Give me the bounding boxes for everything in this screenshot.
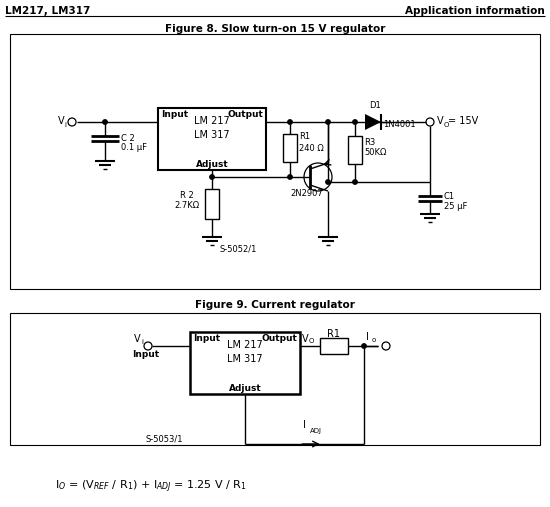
Text: = 15V: = 15V (448, 116, 478, 126)
Text: O: O (444, 122, 449, 128)
Text: R3: R3 (364, 138, 375, 147)
Text: 2.7KΩ: 2.7KΩ (174, 201, 199, 210)
Bar (158, 108, 266, 170)
Bar (190, 332, 300, 394)
Text: O: O (309, 338, 315, 344)
Text: o: o (372, 337, 376, 343)
Text: Application information: Application information (405, 6, 545, 16)
Text: Adjust: Adjust (196, 160, 228, 169)
Text: R1: R1 (327, 329, 340, 339)
Text: V: V (302, 334, 309, 344)
Text: ADJ: ADJ (310, 428, 322, 434)
Text: 240 Ω: 240 Ω (299, 144, 324, 153)
Bar (10, 34, 540, 289)
Text: Input: Input (132, 350, 159, 359)
Text: Adjust: Adjust (229, 384, 261, 393)
Circle shape (288, 120, 292, 124)
Text: C1: C1 (444, 192, 455, 201)
Text: Figure 8. Slow turn-on 15 V regulator: Figure 8. Slow turn-on 15 V regulator (165, 24, 385, 34)
Circle shape (288, 175, 292, 179)
Text: i: i (64, 122, 66, 128)
Text: Output: Output (261, 334, 297, 343)
Circle shape (353, 180, 357, 184)
Bar (320, 338, 348, 354)
Circle shape (353, 120, 357, 124)
Circle shape (326, 180, 330, 184)
Circle shape (326, 120, 330, 124)
Text: V: V (58, 116, 65, 126)
Text: S-5053/1: S-5053/1 (145, 434, 183, 443)
Text: Input: Input (193, 334, 220, 343)
Text: C 2: C 2 (121, 134, 135, 143)
Text: Figure 9. Current regulator: Figure 9. Current regulator (195, 300, 355, 310)
Text: D1: D1 (369, 101, 381, 110)
Text: Input: Input (161, 110, 188, 119)
Circle shape (362, 344, 366, 348)
Bar (10, 313, 540, 445)
Text: 2N2907: 2N2907 (290, 189, 323, 198)
Circle shape (103, 120, 107, 124)
Text: R1: R1 (299, 132, 310, 141)
Text: LM 317: LM 317 (194, 130, 230, 140)
Text: 25 μF: 25 μF (444, 202, 468, 211)
Text: 50KΩ: 50KΩ (364, 148, 386, 157)
Text: i: i (141, 339, 143, 345)
Text: LM217, LM317: LM217, LM317 (5, 6, 90, 16)
Text: 1N4001: 1N4001 (383, 120, 416, 129)
Text: I: I (302, 420, 305, 430)
Circle shape (210, 175, 214, 179)
Text: S-5052/1: S-5052/1 (220, 245, 257, 254)
Text: LM 217: LM 217 (227, 340, 263, 350)
Text: V: V (437, 116, 444, 126)
Text: LM 217: LM 217 (194, 116, 230, 126)
Text: 0.1 μF: 0.1 μF (121, 143, 147, 152)
Bar (348, 136, 362, 164)
Text: R 2: R 2 (180, 191, 194, 200)
Bar (283, 134, 297, 162)
Text: LM 317: LM 317 (227, 354, 263, 364)
Text: Output: Output (227, 110, 263, 119)
Text: V: V (134, 334, 141, 344)
Text: I$_O$ = (V$_{REF}$ / R$_1$) + I$_{ADJ}$ = 1.25 V / R$_1$: I$_O$ = (V$_{REF}$ / R$_1$) + I$_{ADJ}$ … (55, 479, 247, 495)
Text: I: I (366, 332, 369, 342)
Bar (205, 189, 219, 219)
Polygon shape (365, 114, 381, 130)
